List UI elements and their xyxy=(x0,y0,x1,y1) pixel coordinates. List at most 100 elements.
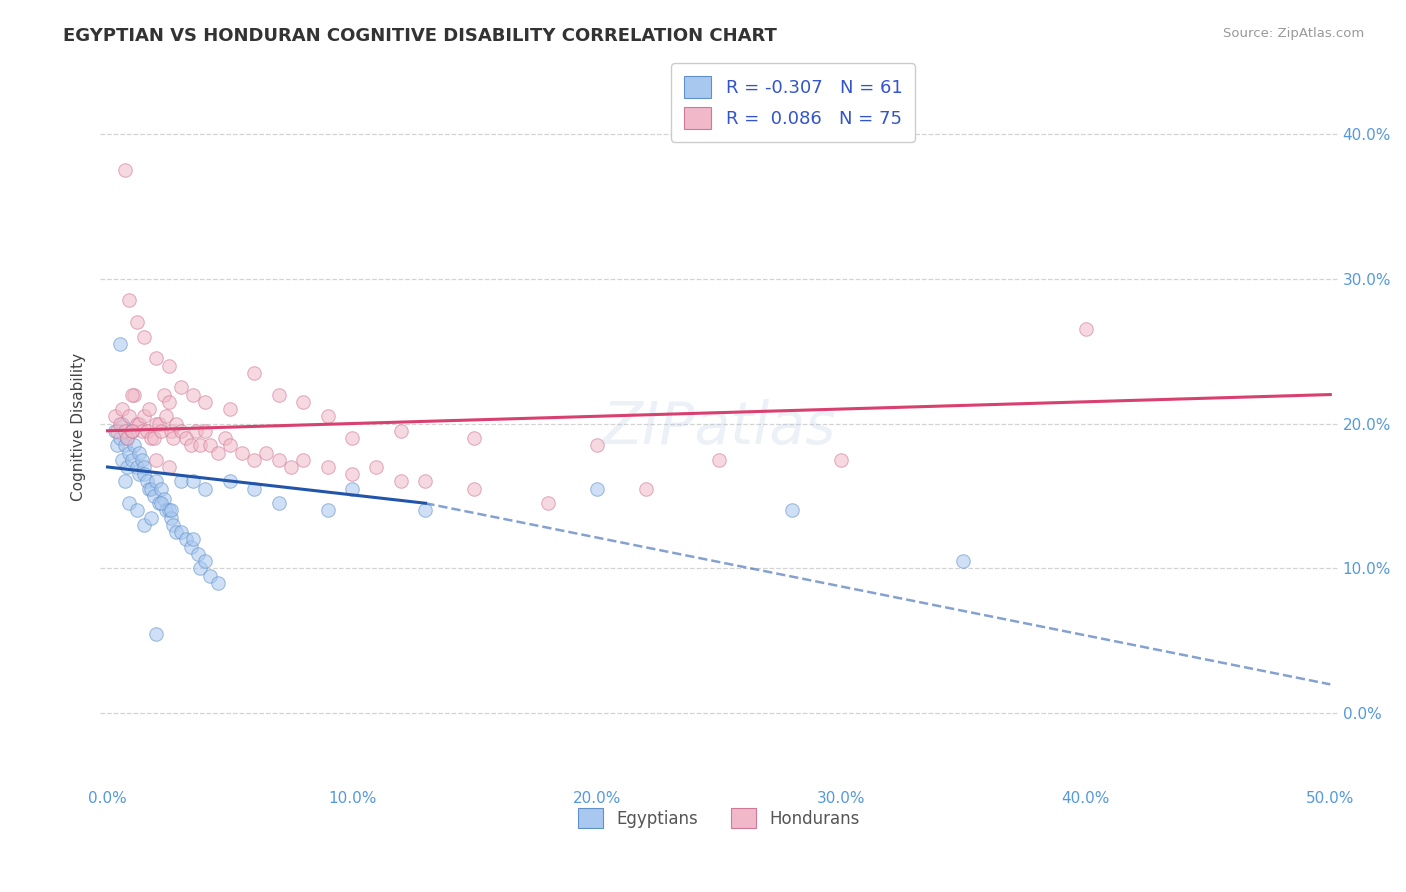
Point xyxy=(170,424,193,438)
Point xyxy=(111,452,134,467)
Point xyxy=(174,431,197,445)
Point xyxy=(340,467,363,482)
Point xyxy=(157,359,180,373)
Point xyxy=(340,482,363,496)
Point xyxy=(121,424,143,438)
Point xyxy=(243,482,266,496)
Point xyxy=(104,409,127,424)
Point xyxy=(111,417,134,431)
Point xyxy=(316,503,339,517)
Point xyxy=(134,409,156,424)
Point xyxy=(181,475,204,489)
Point xyxy=(707,452,730,467)
Point xyxy=(170,380,193,394)
Point xyxy=(280,460,302,475)
Point xyxy=(134,518,156,533)
Point xyxy=(114,163,136,178)
Point xyxy=(135,475,157,489)
Point xyxy=(316,409,339,424)
Point xyxy=(165,417,187,431)
Point xyxy=(243,452,266,467)
Point xyxy=(105,438,128,452)
Point xyxy=(170,475,193,489)
Point xyxy=(138,482,160,496)
Point xyxy=(115,431,138,445)
Point xyxy=(105,424,128,438)
Y-axis label: Cognitive Disability: Cognitive Disability xyxy=(72,353,86,501)
Point xyxy=(148,496,170,510)
Point xyxy=(152,387,174,401)
Point xyxy=(194,554,217,568)
Point xyxy=(194,482,217,496)
Point xyxy=(190,561,212,575)
Point xyxy=(1074,322,1097,336)
Point xyxy=(115,431,138,445)
Text: Source: ZipAtlas.com: Source: ZipAtlas.com xyxy=(1223,27,1364,40)
Point xyxy=(124,387,146,401)
Point xyxy=(198,568,221,582)
Point xyxy=(184,424,207,438)
Point xyxy=(118,496,141,510)
Point xyxy=(145,351,167,366)
Point xyxy=(537,496,560,510)
Point xyxy=(125,315,148,329)
Point xyxy=(157,394,180,409)
Point xyxy=(134,329,156,343)
Point xyxy=(131,424,153,438)
Point xyxy=(118,293,141,308)
Point xyxy=(141,431,163,445)
Point xyxy=(152,491,174,506)
Text: ZIPatlas: ZIPatlas xyxy=(602,399,835,456)
Point xyxy=(111,402,134,417)
Point xyxy=(128,417,150,431)
Point xyxy=(340,431,363,445)
Point xyxy=(218,475,240,489)
Point xyxy=(198,438,221,452)
Point xyxy=(165,525,187,540)
Point xyxy=(141,482,163,496)
Point xyxy=(463,482,485,496)
Point xyxy=(267,496,290,510)
Point xyxy=(218,438,240,452)
Point xyxy=(104,424,127,438)
Point xyxy=(254,445,277,459)
Point xyxy=(114,438,136,452)
Point xyxy=(134,467,156,482)
Point xyxy=(190,438,212,452)
Point xyxy=(118,409,141,424)
Point xyxy=(463,431,485,445)
Point xyxy=(138,402,160,417)
Point xyxy=(121,452,143,467)
Point xyxy=(174,533,197,547)
Point xyxy=(155,503,177,517)
Legend: Egyptians, Hondurans: Egyptians, Hondurans xyxy=(571,801,866,835)
Point xyxy=(585,438,607,452)
Point xyxy=(125,503,148,517)
Point xyxy=(634,482,657,496)
Point xyxy=(118,445,141,459)
Point xyxy=(157,503,180,517)
Point xyxy=(952,554,974,568)
Point xyxy=(145,452,167,467)
Point xyxy=(128,467,150,482)
Point xyxy=(141,510,163,524)
Point xyxy=(181,533,204,547)
Point xyxy=(162,518,184,533)
Point xyxy=(150,482,173,496)
Point xyxy=(389,424,412,438)
Point xyxy=(180,438,202,452)
Point xyxy=(108,336,131,351)
Point xyxy=(214,431,236,445)
Point xyxy=(121,424,143,438)
Point xyxy=(124,438,146,452)
Point xyxy=(415,503,437,517)
Point xyxy=(150,496,173,510)
Point xyxy=(292,394,315,409)
Point xyxy=(108,417,131,431)
Point xyxy=(830,452,852,467)
Text: EGYPTIAN VS HONDURAN COGNITIVE DISABILITY CORRELATION CHART: EGYPTIAN VS HONDURAN COGNITIVE DISABILIT… xyxy=(63,27,778,45)
Point xyxy=(145,417,167,431)
Point xyxy=(160,424,183,438)
Point xyxy=(162,431,184,445)
Point xyxy=(415,475,437,489)
